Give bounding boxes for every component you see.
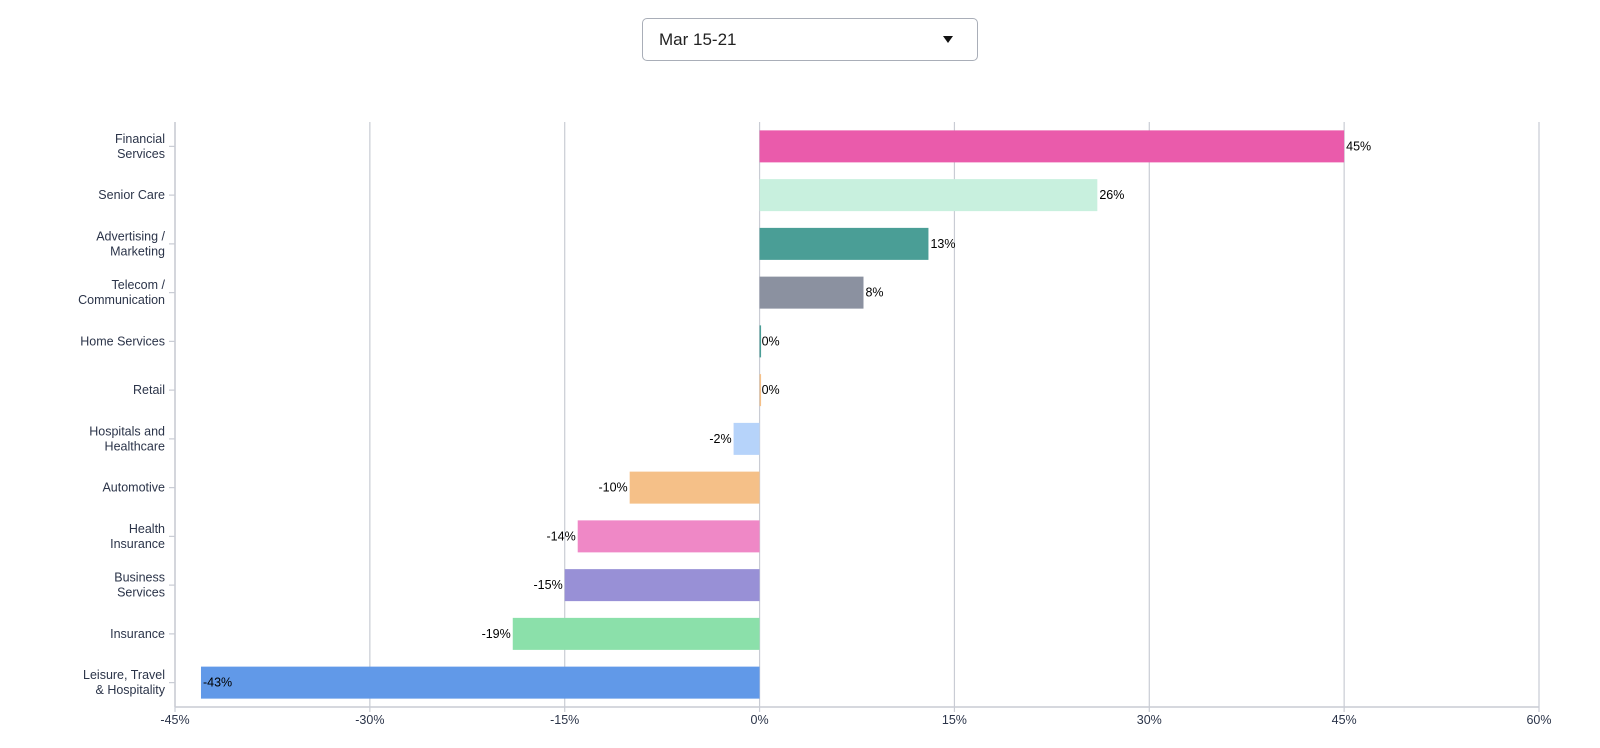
category-label: Financial Services (115, 132, 165, 161)
bar (577, 520, 760, 553)
bars (200, 130, 1345, 699)
category-label-line: Hospitals and (89, 424, 165, 438)
grid-lines (174, 122, 1540, 707)
x-tick-label: 15% (942, 713, 967, 727)
caret-down-icon (943, 36, 953, 43)
category-label-line: Telecom / (112, 278, 166, 292)
category-label-line: Insurance (110, 537, 165, 551)
bar (759, 276, 864, 309)
data-label: 0% (762, 334, 780, 348)
data-label: -10% (598, 481, 627, 495)
category-label-line: Home Services (80, 334, 165, 348)
data-label: 26% (1099, 188, 1124, 202)
x-tick-label: -30% (355, 713, 384, 727)
labels: -45% -30% -15% 0% 15% 30% 45% 60%Financial Servi… (78, 132, 1551, 727)
category-label: Senior Care (98, 188, 165, 202)
category-label: Automotive (102, 481, 165, 495)
x-tick-label: -15% (550, 713, 579, 727)
category-label: Hospitals and Healthcare (89, 424, 165, 453)
data-label: -43% (203, 676, 232, 690)
date-range-value: Mar 15-21 (659, 29, 737, 49)
bar (759, 130, 1345, 163)
data-label: 8% (865, 286, 883, 300)
category-label: Business Services (114, 571, 165, 600)
bar (759, 227, 929, 260)
category-label: Health Insurance (110, 522, 165, 551)
category-label-line: Health (129, 522, 165, 536)
category-label-line: Services (117, 586, 165, 600)
category-label-line: Insurance (110, 627, 165, 641)
category-label-line: Automotive (102, 481, 165, 495)
category-label-line: Senior Care (98, 188, 165, 202)
category-label-line: & Hospitality (96, 683, 166, 697)
category-label: Insurance (110, 627, 165, 641)
x-tick-label: 60% (1526, 713, 1551, 727)
bar (512, 617, 760, 650)
bar (759, 325, 762, 358)
data-label: 13% (930, 237, 955, 251)
bar (759, 374, 762, 407)
category-label-line: Advertising / (96, 229, 165, 243)
x-tick-label: 30% (1137, 713, 1162, 727)
bar (564, 569, 760, 602)
axes (169, 122, 1540, 712)
category-label: Advertising / Marketing (96, 229, 165, 258)
data-label: 45% (1346, 139, 1371, 153)
date-range-dropdown[interactable]: Mar 15-21 (642, 18, 978, 61)
bar (629, 471, 760, 504)
bar (733, 422, 760, 455)
x-tick-label: 45% (1332, 713, 1357, 727)
x-tick-label: 0% (751, 713, 769, 727)
category-label-line: Services (117, 147, 165, 161)
data-label: -14% (547, 529, 576, 543)
data-label: -2% (709, 432, 731, 446)
data-label: -19% (482, 627, 511, 641)
category-label-line: Communication (78, 293, 165, 307)
category-label: Home Services (80, 334, 165, 348)
bar (200, 666, 760, 699)
category-label: Retail (133, 383, 165, 397)
category-label-line: Financial (115, 132, 165, 146)
x-tick-label: -45% (160, 713, 189, 727)
category-label-line: Marketing (110, 244, 165, 258)
data-label: -15% (534, 578, 563, 592)
category-label-line: Healthcare (105, 439, 165, 453)
bar (759, 179, 1098, 212)
category-label-line: Retail (133, 383, 165, 397)
category-label: Leisure, Travel & Hospitality (83, 668, 166, 697)
category-label: Telecom / Communication (78, 278, 165, 307)
data-label: 0% (762, 383, 780, 397)
category-label-line: Leisure, Travel (83, 668, 165, 682)
category-label-line: Business (114, 571, 165, 585)
